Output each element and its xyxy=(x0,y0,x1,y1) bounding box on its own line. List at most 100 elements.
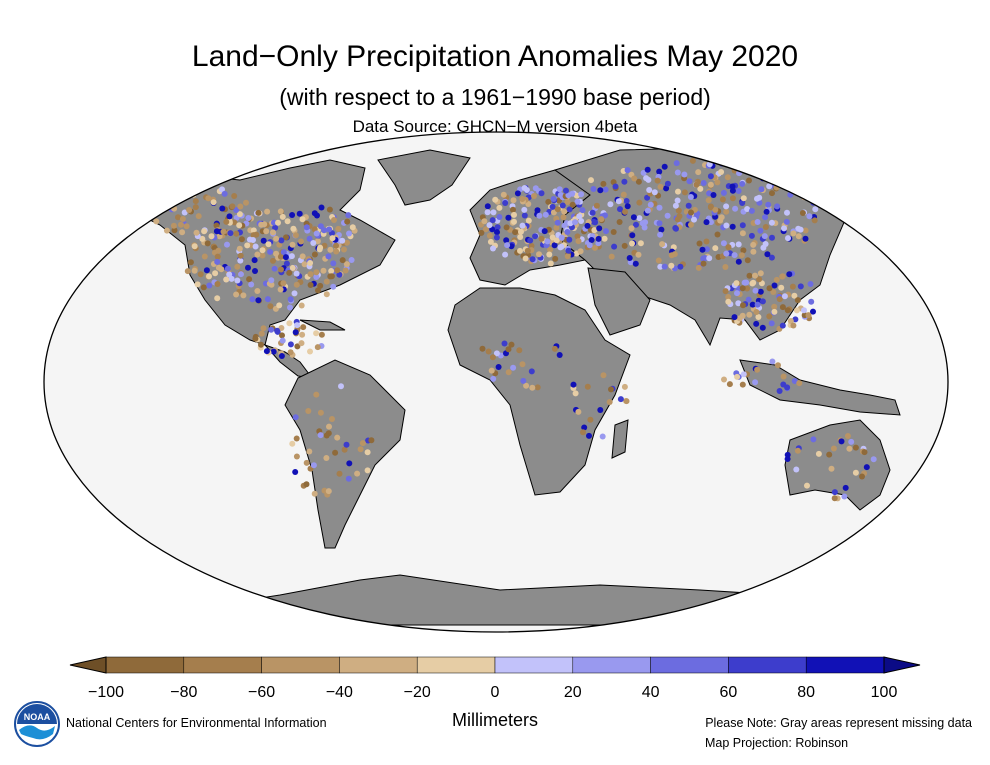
station-dot xyxy=(245,215,252,221)
station-dot xyxy=(773,276,780,283)
station-dot xyxy=(338,383,344,390)
station-dot xyxy=(267,248,274,255)
station-dot xyxy=(725,244,732,251)
station-dot xyxy=(496,204,503,211)
station-dot xyxy=(163,202,170,209)
station-dot xyxy=(238,271,244,278)
station-dot xyxy=(329,235,336,242)
station-dot xyxy=(160,187,167,194)
station-dot xyxy=(746,177,752,184)
station-dot xyxy=(278,353,285,359)
station-dot xyxy=(572,390,579,397)
station-dot xyxy=(842,484,849,491)
station-dot xyxy=(237,257,244,264)
station-dot xyxy=(720,240,727,247)
station-dot xyxy=(326,423,332,430)
map-title: Land−Only Precipitation Anomalies May 20… xyxy=(191,40,799,73)
madagascar xyxy=(611,419,629,459)
station-dot xyxy=(325,488,332,495)
station-dot xyxy=(757,227,764,234)
station-dot xyxy=(718,169,725,175)
station-dot xyxy=(279,332,285,339)
station-dot xyxy=(783,218,790,225)
station-dot xyxy=(522,255,529,262)
station-dot xyxy=(508,341,515,348)
station-dot xyxy=(330,283,337,290)
station-dot xyxy=(586,242,593,249)
new-zealand xyxy=(904,489,936,521)
station-dot xyxy=(204,240,211,247)
station-dot xyxy=(710,192,717,198)
station-dot xyxy=(729,223,736,230)
station-dot xyxy=(579,207,586,214)
station-dot xyxy=(598,216,605,223)
station-dot xyxy=(299,331,306,338)
station-dot xyxy=(359,440,366,447)
station-dot xyxy=(552,255,559,262)
station-dot xyxy=(178,221,184,228)
station-dot xyxy=(284,218,291,225)
station-dot xyxy=(191,243,198,250)
station-dot xyxy=(298,238,304,245)
station-dot xyxy=(181,209,188,216)
station-dot xyxy=(584,222,591,229)
station-dot xyxy=(510,364,517,371)
station-dot xyxy=(796,380,803,387)
station-dot xyxy=(797,283,804,290)
station-dot xyxy=(493,234,500,241)
station-dot xyxy=(524,247,531,254)
station-dot xyxy=(714,231,721,238)
station-dot xyxy=(635,178,642,185)
station-dot xyxy=(514,190,521,197)
station-dot xyxy=(602,186,609,193)
station-dot xyxy=(651,189,658,196)
station-dot xyxy=(344,239,350,246)
station-dot xyxy=(212,270,219,277)
station-dot xyxy=(294,343,301,350)
station-dot xyxy=(636,199,643,206)
missing-data-note: Please Note: Gray areas represent missin… xyxy=(705,716,972,730)
station-dot xyxy=(792,316,799,323)
station-dot xyxy=(292,469,299,475)
station-dot xyxy=(313,391,320,398)
station-dot xyxy=(551,242,558,249)
station-dot xyxy=(164,227,170,234)
station-dot xyxy=(293,435,300,442)
station-dot xyxy=(784,307,791,314)
station-dot xyxy=(368,437,375,444)
station-dot xyxy=(258,221,265,228)
station-dot xyxy=(289,264,296,271)
station-dot xyxy=(296,210,303,217)
station-dot xyxy=(201,228,208,235)
station-dot xyxy=(756,194,763,201)
station-dot xyxy=(744,206,751,212)
station-dot xyxy=(606,399,613,405)
station-dot xyxy=(708,219,714,226)
station-dot xyxy=(636,215,643,222)
station-dot xyxy=(595,235,602,242)
station-dot xyxy=(784,451,791,458)
station-dot xyxy=(315,287,321,294)
station-dot xyxy=(722,264,729,270)
station-dot xyxy=(503,224,510,231)
station-dot xyxy=(175,214,181,221)
station-dot xyxy=(310,462,317,469)
station-dot xyxy=(661,163,668,170)
station-dot xyxy=(703,219,710,226)
station-dot xyxy=(707,173,714,180)
station-dot xyxy=(771,303,778,310)
station-dot xyxy=(494,224,501,231)
station-dot xyxy=(201,253,208,260)
station-dot xyxy=(771,308,778,315)
station-dot xyxy=(248,281,255,288)
colorbar xyxy=(69,656,921,674)
station-dot xyxy=(224,241,230,248)
station-dot xyxy=(739,222,746,229)
station-dot xyxy=(183,223,190,230)
station-dot xyxy=(776,296,783,303)
station-dot xyxy=(286,320,293,327)
station-dot xyxy=(538,190,545,197)
station-dot xyxy=(260,325,267,332)
station-dot xyxy=(612,183,619,190)
station-dot xyxy=(735,258,742,265)
